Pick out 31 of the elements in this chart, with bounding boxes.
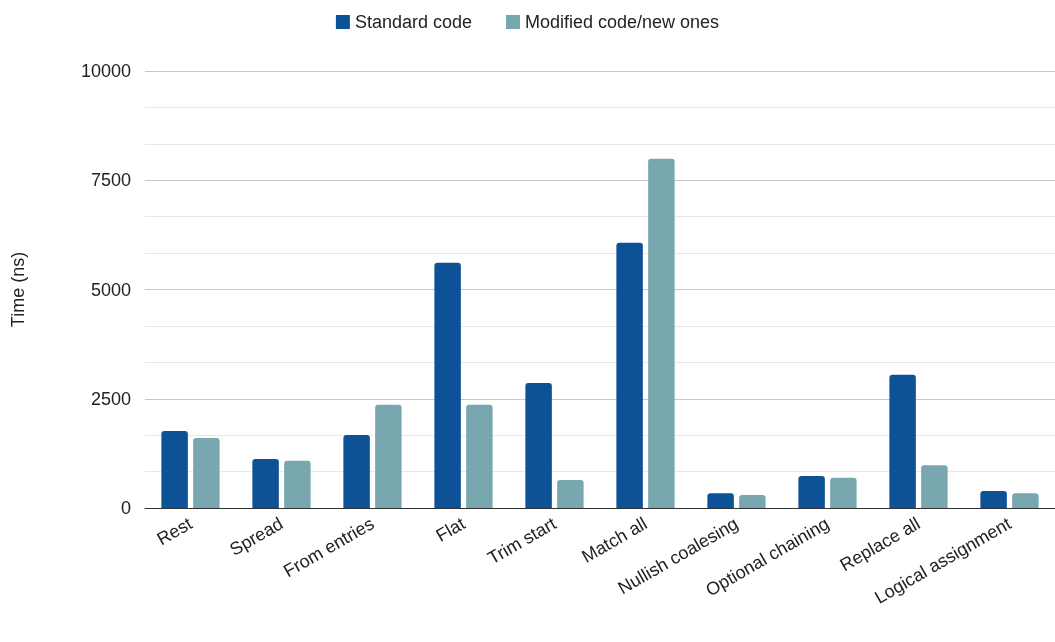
bar	[161, 431, 188, 508]
bar	[1012, 493, 1039, 508]
bar	[830, 477, 857, 508]
bar	[798, 476, 825, 508]
y-tick-label: 0	[120, 498, 131, 518]
y-tick-label: 2500	[90, 388, 131, 409]
bar	[193, 438, 220, 508]
bar	[434, 262, 461, 508]
x-tick-label: Rest	[153, 513, 196, 550]
bar	[525, 383, 552, 508]
y-tick-label: 10000	[80, 61, 131, 81]
bar	[343, 435, 370, 508]
bar	[466, 404, 493, 508]
bar	[252, 459, 279, 508]
bar	[889, 374, 916, 508]
legend-label: Modified code/new ones	[524, 12, 720, 32]
bar	[739, 494, 766, 508]
legend-label: Standard code	[354, 12, 472, 32]
bar	[921, 465, 948, 508]
x-tick-label: Flat	[432, 513, 469, 546]
bar	[557, 480, 584, 508]
bar	[616, 242, 643, 508]
y-axis-title: Time (ns)	[8, 251, 28, 328]
x-tick-label: Trim start	[484, 513, 560, 569]
bar	[707, 493, 734, 508]
bar	[648, 158, 675, 508]
y-tick-label: 7500	[90, 170, 131, 191]
bar	[980, 490, 1007, 508]
bar	[284, 460, 311, 508]
bar	[375, 404, 402, 508]
y-tick-label: 5000	[90, 279, 131, 300]
